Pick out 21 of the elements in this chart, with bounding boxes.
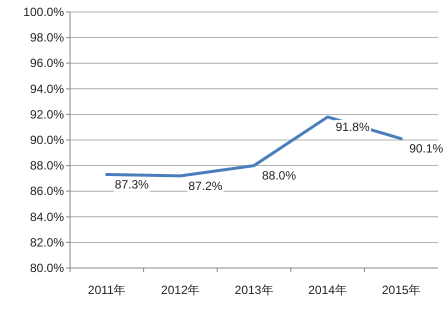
y-tick-label: 92.0%	[30, 107, 64, 122]
y-tick-label: 90.0%	[30, 133, 64, 147]
y-tick-label: 100.0%	[23, 5, 64, 19]
y-tick-label: 82.0%	[30, 235, 64, 250]
data-label: 88.0%	[262, 168, 296, 183]
data-label: 87.2%	[188, 178, 223, 193]
x-tick-label: 2014年	[308, 283, 347, 297]
data-label: 90.1%	[409, 142, 443, 156]
y-tick-label: 88.0%	[30, 158, 64, 173]
y-tick-label: 86.0%	[30, 184, 64, 198]
x-tick-label: 2013年	[234, 283, 274, 297]
x-tick-label: 2011年	[88, 283, 126, 297]
x-tick-label: 2012年	[161, 283, 200, 297]
x-tick-label: 2015年	[382, 283, 421, 297]
y-tick-label: 84.0%	[30, 210, 64, 224]
y-tick-label: 94.0%	[30, 82, 64, 96]
y-tick-label: 80.0%	[30, 261, 64, 275]
data-label: 91.8%	[336, 120, 370, 134]
y-tick-label: 96.0%	[30, 56, 64, 70]
y-tick-label: 98.0%	[30, 30, 64, 45]
data-label: 87.3%	[114, 178, 150, 192]
